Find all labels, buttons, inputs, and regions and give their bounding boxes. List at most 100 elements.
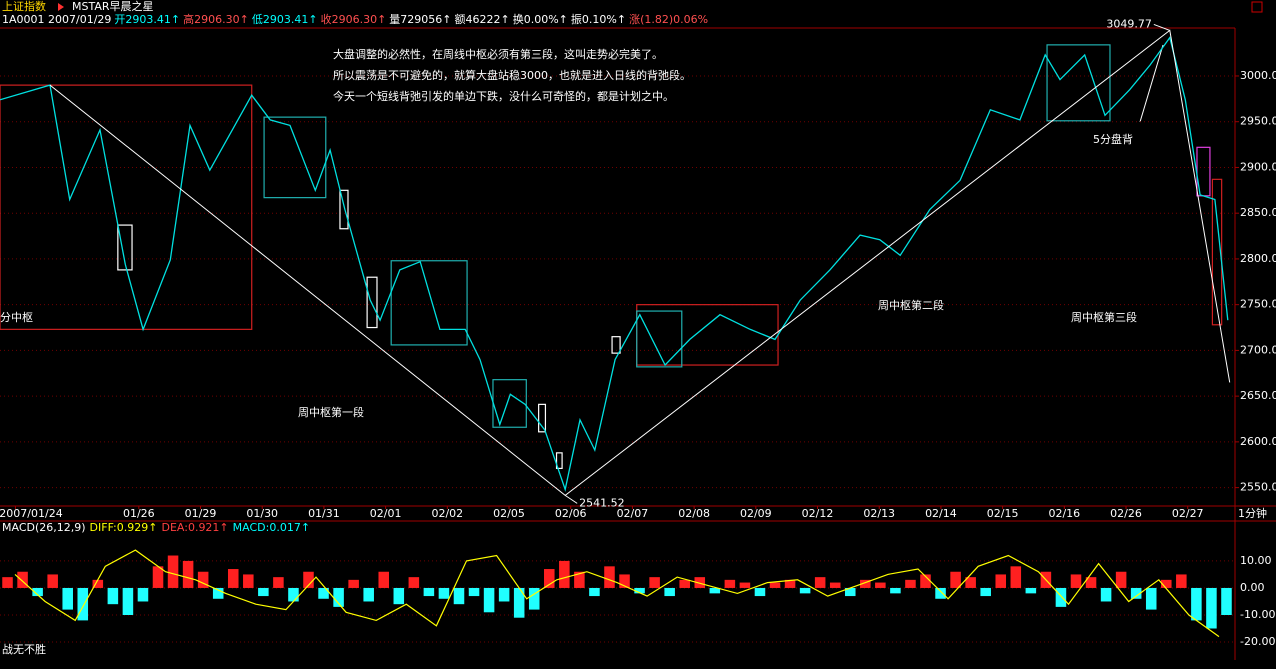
zone-box — [636, 310, 683, 368]
macd-bar — [1176, 574, 1187, 588]
macd-bar — [258, 587, 269, 597]
macd-bar — [1206, 587, 1217, 629]
quote-line[interactable]: 1A0001 2007/01/29 开2903.41↑ 高2906.30↑ 低2903… — [2, 12, 708, 26]
macd-bar — [513, 587, 525, 618]
legend-entry: DEA:0.921↑ — [161, 521, 228, 534]
macd-bar — [995, 574, 1007, 588]
macd-bar — [167, 555, 179, 588]
quote-field: 收2906.30↑ — [321, 12, 387, 26]
macd-bar — [288, 587, 299, 602]
macd-bar — [468, 587, 480, 597]
macd-bar — [1130, 587, 1142, 599]
macd-bar — [303, 571, 314, 588]
quote-field: 高2906.30↑ — [183, 12, 249, 26]
y-tick-label: 2850.0 — [1240, 206, 1276, 219]
quote-field: 涨(1.82)0.06% — [629, 13, 708, 26]
macd-bar — [498, 587, 510, 602]
macd-bar — [1100, 587, 1112, 602]
macd-bar — [649, 577, 660, 588]
y-tick-label: -20.00 — [1240, 635, 1275, 648]
macd-bar — [137, 587, 149, 602]
y-tick-label: 3000.0 — [1240, 69, 1276, 82]
y-tick-label: 2600.0 — [1240, 435, 1276, 448]
macd-bar — [423, 587, 435, 597]
macd-bar — [604, 566, 615, 588]
macd-bar — [528, 587, 540, 610]
macd-bar — [197, 571, 209, 588]
zone-box — [263, 116, 327, 199]
macd-bar — [182, 560, 194, 588]
low-pointer — [564, 494, 578, 504]
macd-bar — [122, 587, 134, 615]
macd-bar — [62, 587, 73, 610]
index-name: 上证指数 — [2, 0, 46, 13]
macd-bar — [814, 577, 826, 588]
price-line — [0, 36, 1229, 492]
macd-bar — [107, 587, 119, 605]
zone-box — [366, 276, 378, 329]
window-icon[interactable] — [1251, 1, 1263, 13]
trend-line — [49, 29, 1231, 497]
macd-bar — [243, 574, 254, 588]
zone-box — [390, 260, 468, 346]
x-tick-label: 01/30 — [246, 507, 278, 520]
macd-bar — [1115, 571, 1127, 588]
macd-bar — [318, 587, 329, 599]
x-tick-label: 02/16 — [1048, 507, 1080, 520]
macd-bar — [227, 569, 239, 588]
x-tick-label: 02/02 — [431, 507, 463, 520]
macd-bar — [77, 587, 89, 621]
macd-bar — [363, 587, 374, 602]
macd-header: MACD(26,12,9) DIFF:0.929↑ DEA:0.921↑ MACD:0… — [2, 521, 310, 534]
diff-line — [14, 549, 1220, 638]
x-tick-label: 01/29 — [185, 507, 217, 520]
macd-bar — [950, 571, 961, 588]
template-name: MSTAR早晨之星 — [72, 0, 154, 13]
footer: 战无不胜 — [2, 642, 46, 656]
quote-field: 换0.00%↑ — [513, 12, 568, 26]
macd-bar — [634, 587, 645, 594]
annotation: 5分盘背 — [1093, 132, 1133, 146]
macd-bar — [1010, 566, 1022, 588]
annotation: 今天一个短线背弛引发的单边下跌，没什么可奇怪的，都是计划之中。 — [333, 89, 674, 103]
zone-box — [1211, 178, 1223, 326]
y-tick-label: 2650.0 — [1240, 389, 1276, 402]
annotation: 周中枢第三段 — [1071, 310, 1137, 324]
high-pointer — [1153, 23, 1171, 31]
macd-bar — [754, 587, 766, 597]
zone-box — [555, 452, 563, 470]
x-tick-label: 02/01 — [370, 507, 402, 520]
x-tick-label: 02/05 — [493, 507, 525, 520]
quote-field: 振0.10%↑ — [571, 12, 626, 26]
y-tick-label: 2900.0 — [1240, 160, 1276, 173]
macd-bar — [453, 587, 465, 605]
macd-bar — [739, 582, 751, 588]
x-tick-label: 02/15 — [987, 507, 1019, 520]
quote-field: 开2903.41↑ — [114, 13, 180, 26]
macd-bar — [724, 579, 736, 588]
macd-bar — [890, 587, 901, 594]
low-label: 2541.52 — [579, 496, 625, 509]
pointer-line — [1139, 44, 1164, 123]
x-tick-label: 02/08 — [678, 507, 710, 520]
macd-bar — [348, 579, 359, 588]
x-tick-label: 2007/01/24 — [0, 507, 63, 520]
y-tick-label: 0.00 — [1240, 581, 1265, 594]
macd-bar — [2, 577, 13, 588]
macd-bar — [589, 587, 600, 597]
macd-bar — [152, 566, 164, 588]
x-tick-label: 02/07 — [617, 507, 649, 520]
macd-bar — [32, 587, 43, 597]
x-tick-label: 02/12 — [802, 507, 834, 520]
macd-bar — [1145, 587, 1157, 610]
y-tick-label: -10.00 — [1240, 608, 1275, 621]
macd-bar — [769, 582, 781, 588]
x-tick-label: 02/14 — [925, 507, 957, 520]
macd-bar — [393, 587, 405, 605]
macd-bar — [544, 569, 555, 588]
macd-bar — [709, 587, 721, 594]
macd-bar — [920, 574, 931, 588]
quote-field: 1A0001 2007/01/29 — [2, 13, 111, 26]
annotation: 大盘调整的必然性，在周线中枢必须有第三段，这叫走势必完美了。 — [333, 47, 663, 61]
